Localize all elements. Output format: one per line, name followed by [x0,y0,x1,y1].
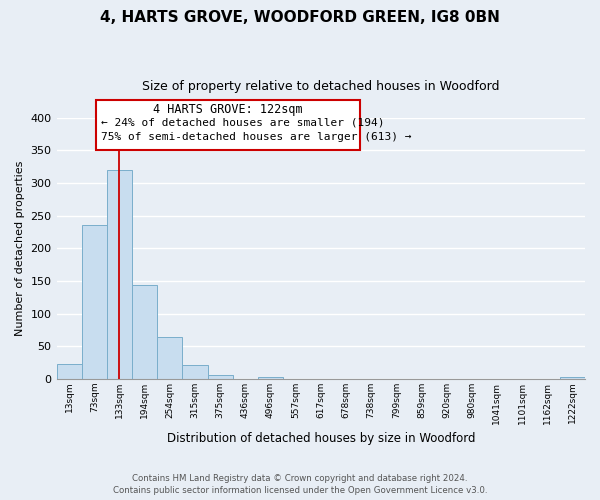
Bar [56,364,82,379]
Bar [560,377,585,379]
Text: Contains HM Land Registry data © Crown copyright and database right 2024.
Contai: Contains HM Land Registry data © Crown c… [113,474,487,495]
Text: ← 24% of detached houses are smaller (194): ← 24% of detached houses are smaller (19… [101,118,385,128]
Title: Size of property relative to detached houses in Woodford: Size of property relative to detached ho… [142,80,500,93]
Text: 4, HARTS GROVE, WOODFORD GREEN, IG8 0BN: 4, HARTS GROVE, WOODFORD GREEN, IG8 0BN [100,10,500,25]
Bar [258,377,283,379]
Text: 4 HARTS GROVE: 122sqm: 4 HARTS GROVE: 122sqm [154,104,303,117]
FancyBboxPatch shape [96,100,361,150]
Bar [132,285,157,379]
Bar [107,170,132,379]
Bar [208,375,233,379]
Bar [157,337,182,379]
Text: 75% of semi-detached houses are larger (613) →: 75% of semi-detached houses are larger (… [101,132,412,142]
Bar [182,365,208,379]
Y-axis label: Number of detached properties: Number of detached properties [15,160,25,336]
Bar [82,225,107,379]
X-axis label: Distribution of detached houses by size in Woodford: Distribution of detached houses by size … [167,432,475,445]
